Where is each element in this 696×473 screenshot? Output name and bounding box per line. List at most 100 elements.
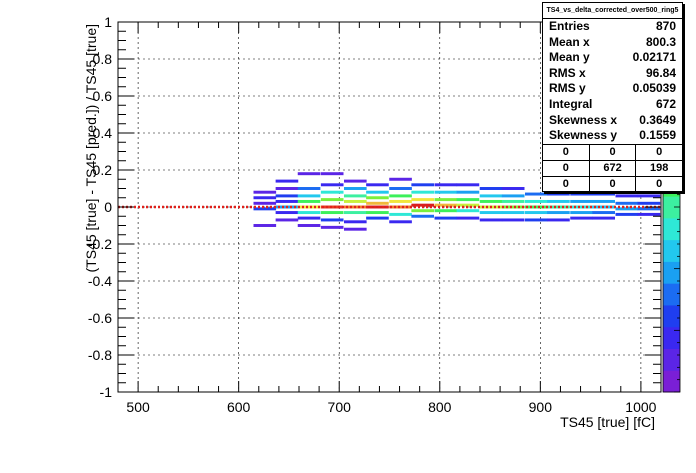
histogram-bin: [570, 216, 593, 220]
palette-swatch: [663, 370, 680, 393]
stats-grid-cell: 0: [590, 144, 637, 161]
stats-row: Skewness y 0.1559: [543, 128, 682, 144]
y-tick-label: 0.8: [93, 51, 113, 67]
histogram-bin: [297, 172, 321, 176]
histogram-bin: [366, 190, 389, 194]
stats-row: RMS y 0.05039: [543, 81, 682, 97]
histogram-bin: [343, 220, 367, 224]
histogram-bin: [366, 196, 389, 200]
histogram-bin: [389, 212, 412, 216]
stats-label: RMS x: [549, 65, 586, 80]
histogram-bin: [479, 218, 503, 222]
histogram-bin: [524, 211, 548, 215]
histogram-bin: [253, 207, 277, 211]
x-tick-label: 1000: [625, 399, 656, 415]
histogram-bin: [253, 190, 277, 194]
histogram-bin: [501, 187, 525, 190]
palette-swatch: [663, 217, 680, 241]
histogram-bin: [320, 183, 344, 187]
stats-grid-cell: 0: [656, 178, 663, 191]
stats-value: 870: [655, 19, 676, 33]
histogram-bin: [637, 194, 661, 198]
histogram-bin: [343, 187, 367, 190]
histogram-bin: [320, 198, 344, 202]
histogram-bin: [320, 225, 344, 229]
histogram-bin: [547, 218, 570, 222]
histogram-bin: [275, 179, 299, 183]
histogram-bin: [434, 190, 458, 194]
histogram-bin: [275, 194, 299, 198]
histogram-bin: [343, 199, 367, 203]
histogram-bin: [434, 209, 458, 213]
histogram-bin: [253, 224, 277, 227]
histogram-bin: [479, 199, 503, 203]
y-tick-label: -1: [100, 384, 113, 400]
histogram-bin: [389, 220, 412, 224]
histogram-bin: [434, 183, 458, 187]
stats-row: Entries 870: [543, 19, 682, 35]
histogram-bin: [320, 190, 344, 194]
histogram-bin: [501, 194, 525, 198]
stats-value: 800.3: [645, 34, 676, 49]
histogram-bin: [389, 177, 412, 181]
histogram-bin: [320, 172, 344, 176]
stats-grid-cell: 0: [543, 161, 590, 177]
histogram-bin: [615, 212, 639, 216]
histogram-bin: [297, 205, 321, 209]
histogram-bin: [479, 187, 503, 190]
histogram-bin: [570, 199, 593, 203]
histogram-bin: [570, 211, 593, 215]
histogram-bin: [547, 199, 570, 203]
y-tick-label: -0.4: [88, 273, 112, 289]
histogram-bin: [411, 190, 434, 194]
palette-swatch: [663, 239, 680, 262]
stats-label: Mean y: [549, 50, 590, 65]
histogram-bin: [389, 194, 412, 198]
x-tick-label: 700: [328, 399, 352, 415]
x-tick-labels: 500 600 700 800 900 1000: [126, 399, 656, 415]
stats-grid: 0 0 0 0 672 198 0 0 0: [543, 143, 682, 193]
histogram-bin: [343, 179, 367, 183]
y-tick-label: -0.8: [88, 347, 112, 363]
histogram-bin: [456, 209, 480, 213]
histogram-bin: [366, 205, 389, 209]
histogram-bin: [434, 198, 458, 202]
histogram-bin: [524, 205, 548, 209]
x-tick-label: 900: [529, 399, 553, 415]
y-tick-label: 0: [104, 199, 112, 215]
histogram-bin: [366, 216, 389, 220]
histogram-bin: [479, 211, 503, 215]
y-tick-label: -0.6: [88, 310, 112, 326]
stats-grid-cell: 672: [590, 161, 637, 177]
histogram-bin: [320, 218, 344, 222]
histogram-bin: [547, 192, 570, 196]
histogram-bin: [434, 203, 458, 207]
stats-label: Skewness y: [549, 128, 618, 143]
y-tick-label: 0.6: [93, 88, 113, 104]
histogram-bin: [456, 203, 480, 207]
histogram-bin: [501, 218, 525, 222]
stats-label: Entries: [549, 19, 590, 33]
y-tick-labels: 1 0.8 0.6 0.4 0.2 0 -0.2 -0.4 -0.6 -0.8 -1: [88, 14, 112, 400]
stats-label: Skewness x: [549, 112, 618, 127]
stats-row: Skewness x 0.3649: [543, 113, 682, 129]
histogram-bin: [501, 199, 525, 203]
histogram-bin: [411, 214, 434, 218]
histogram-bin: [411, 203, 434, 207]
histogram-bin: [524, 192, 548, 196]
histogram-bin: [637, 207, 661, 211]
palette-swatch: [663, 283, 680, 306]
stats-title: TS4_vs_delta_corrected_over500_ring5: [543, 3, 682, 19]
stats-value: 0.3649: [639, 112, 676, 127]
stats-row: RMS x 96.84: [543, 66, 682, 82]
stats-row: Mean x 800.3: [543, 35, 682, 51]
histogram-bin: [389, 205, 412, 209]
histogram-bin: [547, 211, 570, 215]
histogram-bin: [592, 211, 615, 215]
histogram-bin: [592, 192, 615, 196]
histogram-bin: [320, 205, 344, 209]
stats-grid-cell: 198: [650, 162, 669, 175]
histogram-bin: [366, 211, 389, 215]
y-tick-label: -0.2: [88, 236, 112, 252]
